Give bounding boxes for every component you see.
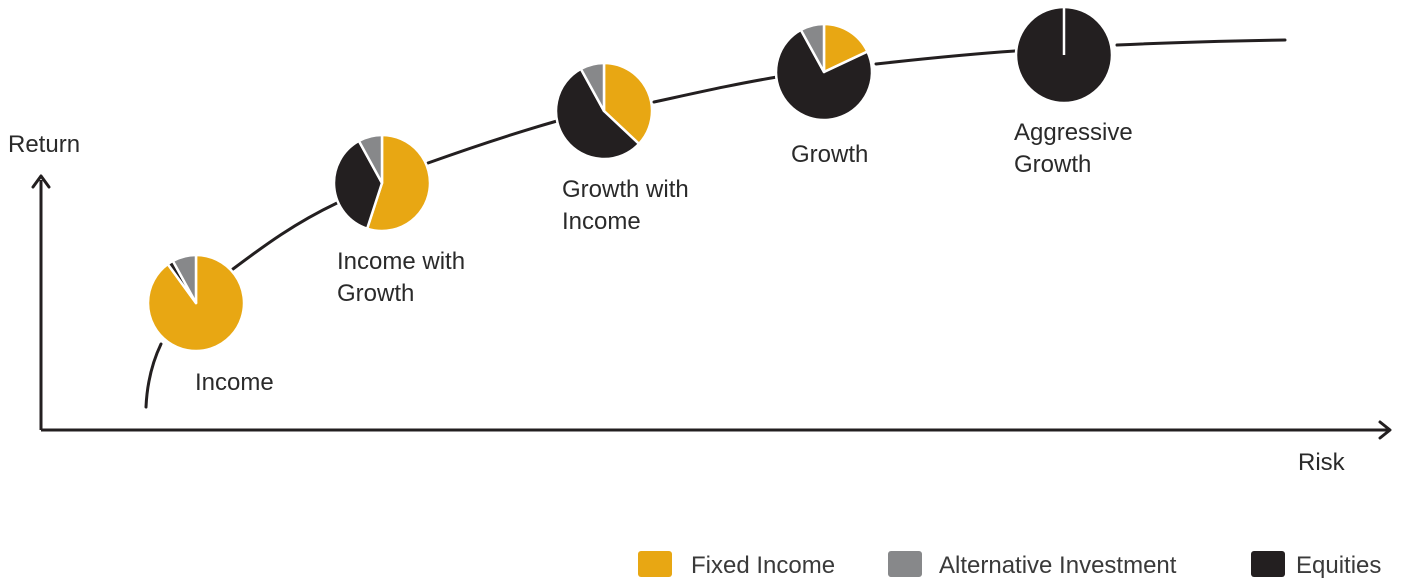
x-axis-arrow [1378,420,1392,440]
pie-chart [554,61,654,161]
curve-segment [1115,38,1287,47]
curve-segment [652,75,779,104]
portfolio-label: Income [195,369,274,396]
frontier-curve [144,38,1287,409]
pie-chart [774,22,874,122]
pie-slice-equities [774,28,874,122]
pie-chart [332,133,432,233]
x-axis-label: Risk [1298,449,1346,476]
pie-slice-fixed-income [602,61,654,146]
portfolio-labels: Income Income with Growth Growth with Income… [195,119,1133,396]
portfolio-label: Income [562,208,641,235]
legend-swatch-fixed-income [638,551,672,577]
portfolio-label: Growth [791,141,868,168]
legend-swatch-alternative [888,551,922,577]
pie-slice-alternative [171,253,198,305]
pie-slice-alternative [357,133,384,185]
portfolio-label: Growth with [562,176,689,203]
curve-segment [231,201,339,271]
portfolio-label: Income with [337,248,465,275]
pie-slice-alternative [799,22,826,74]
portfolio-label: Growth [337,280,414,307]
legend-swatch-equities [1251,551,1285,577]
pie-slice-equities [554,67,641,161]
pie-chart [1014,5,1114,105]
axes: Return Risk [8,131,1392,476]
curve-segment [426,119,559,165]
legend-label-alternative: Alternative Investment [939,552,1177,578]
legend-label-equities: Equities [1296,552,1381,578]
pie-chart [146,253,246,353]
legend-label-fixed-income: Fixed Income [691,552,835,578]
curve-segment [874,49,1017,66]
pie-slice-fixed-income [822,22,869,74]
pie-slice-alternative [579,61,606,113]
curve-segment [144,342,163,409]
portfolio-label: Aggressive [1014,119,1133,146]
y-axis-label: Return [8,131,80,158]
portfolio-label: Growth [1014,151,1091,178]
y-axis-arrow [31,174,51,189]
portfolio-pies [146,5,1114,353]
legend: Fixed Income Alternative Investment Equi… [638,551,1381,578]
